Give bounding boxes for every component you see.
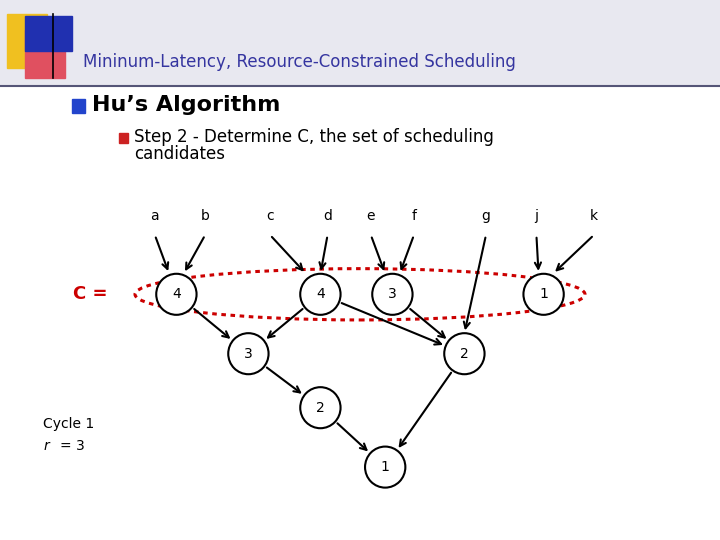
Bar xyxy=(72,99,85,113)
Text: 3: 3 xyxy=(244,347,253,361)
Text: $r$: $r$ xyxy=(43,438,52,453)
FancyBboxPatch shape xyxy=(0,0,720,86)
Text: = 3: = 3 xyxy=(60,438,84,453)
Text: k: k xyxy=(590,209,598,223)
Text: 4: 4 xyxy=(316,287,325,301)
Text: Step 2 - Determine C, the set of scheduling: Step 2 - Determine C, the set of schedul… xyxy=(134,128,494,146)
Text: Mininum-Latency, Resource-Constrained Scheduling: Mininum-Latency, Resource-Constrained Sc… xyxy=(83,53,516,71)
Text: 4: 4 xyxy=(172,287,181,301)
Text: 1: 1 xyxy=(381,460,390,474)
Text: g: g xyxy=(482,209,490,223)
Bar xyxy=(25,30,65,78)
Ellipse shape xyxy=(523,274,564,315)
Text: f: f xyxy=(412,209,416,223)
Bar xyxy=(25,16,72,51)
Bar xyxy=(119,133,128,143)
Text: C =: C = xyxy=(73,285,107,303)
Text: 2: 2 xyxy=(460,347,469,361)
Bar xyxy=(7,14,47,68)
Ellipse shape xyxy=(228,333,269,374)
Ellipse shape xyxy=(300,387,341,428)
Text: Cycle 1: Cycle 1 xyxy=(43,417,94,431)
Text: b: b xyxy=(201,209,210,223)
Ellipse shape xyxy=(300,274,341,315)
Text: d: d xyxy=(323,209,332,223)
Text: c: c xyxy=(266,209,274,223)
Text: candidates: candidates xyxy=(134,145,225,164)
Text: j: j xyxy=(534,209,539,223)
Ellipse shape xyxy=(372,274,413,315)
Ellipse shape xyxy=(156,274,197,315)
Ellipse shape xyxy=(444,333,485,374)
Text: e: e xyxy=(366,209,375,223)
Text: 2: 2 xyxy=(316,401,325,415)
Text: Hu’s Algorithm: Hu’s Algorithm xyxy=(92,95,281,116)
Text: 1: 1 xyxy=(539,287,548,301)
Text: 3: 3 xyxy=(388,287,397,301)
Text: a: a xyxy=(150,209,159,223)
Ellipse shape xyxy=(365,447,405,488)
